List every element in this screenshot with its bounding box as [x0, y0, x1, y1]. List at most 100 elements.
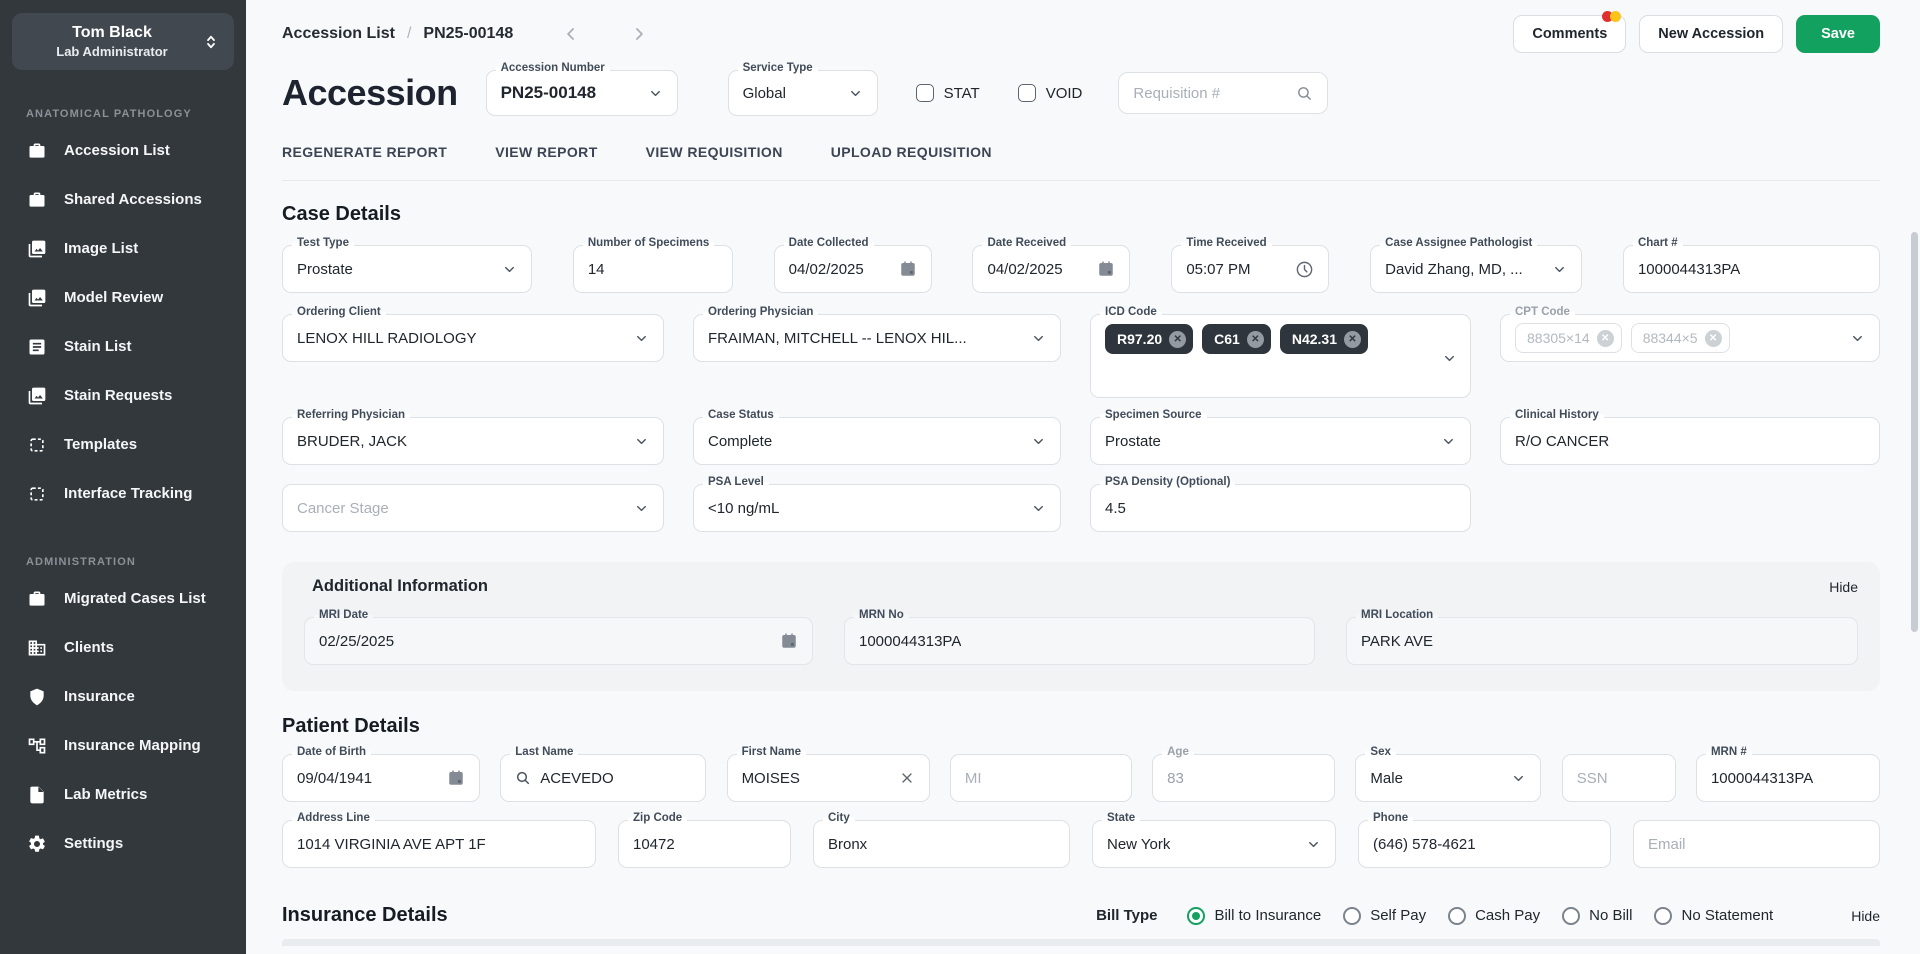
- icd-code-multiselect[interactable]: ICD Code R97.20 ✕ C61 ✕ N42.31 ✕: [1090, 306, 1471, 398]
- calendar-icon[interactable]: [447, 769, 465, 787]
- sidebar-item-clients[interactable]: Clients: [0, 623, 246, 672]
- checkbox-icon: [915, 84, 934, 102]
- cpt-code-multiselect[interactable]: CPT Code 88305×14 ✕ 88344×5 ✕: [1500, 306, 1880, 362]
- patient-details-row-1: Date of Birth 09/04/1941 Last Name ACEVE…: [282, 746, 1880, 802]
- remove-chip-icon[interactable]: ✕: [1169, 330, 1187, 348]
- clear-icon[interactable]: [899, 770, 915, 786]
- radio-bill-to-insurance[interactable]: Bill to Insurance: [1187, 906, 1321, 925]
- remove-chip-icon[interactable]: ✕: [1246, 330, 1264, 348]
- ssn-input[interactable]: SSN: [1561, 754, 1676, 802]
- file-text-icon: [26, 336, 47, 357]
- case-status-select[interactable]: Case Status Complete: [693, 409, 1061, 465]
- upload-requisition-link[interactable]: UPLOAD REQUISITION: [830, 144, 992, 160]
- sidebar-item-stain-list[interactable]: Stain List: [0, 322, 246, 371]
- dashed-square-icon: [26, 483, 47, 504]
- sidebar-item-stain-requests[interactable]: Stain Requests: [0, 371, 246, 420]
- sidebar-item-templates[interactable]: Templates: [0, 420, 246, 469]
- sidebar-item-insurance-mapping[interactable]: Insurance Mapping: [0, 721, 246, 770]
- cpt-chips: 88305×14 ✕ 88344×5 ✕: [1515, 323, 1730, 353]
- unfold-more-icon: [202, 33, 220, 51]
- shield-icon: [26, 686, 47, 707]
- sidebar-section-administration: ADMINISTRATION: [26, 556, 136, 568]
- radio-no-statement[interactable]: No Statement: [1654, 906, 1773, 925]
- additional-information-hide-link[interactable]: Hide: [1829, 578, 1858, 595]
- mri-date-input[interactable]: MRI Date 02/25/2025: [304, 609, 813, 665]
- prev-accession-button[interactable]: [561, 24, 581, 44]
- date-received-input[interactable]: Date Received 04/02/2025: [972, 237, 1131, 293]
- new-accession-button[interactable]: New Accession: [1639, 15, 1784, 53]
- state-select[interactable]: State New York: [1092, 812, 1336, 868]
- radio-icon: [1343, 906, 1362, 925]
- void-checkbox[interactable]: VOID: [1017, 84, 1082, 102]
- radio-cash-pay[interactable]: Cash Pay: [1448, 906, 1540, 925]
- sex-select[interactable]: Sex Male: [1355, 746, 1542, 802]
- time-received-input[interactable]: Time Received 05:07 PM: [1171, 237, 1330, 293]
- sidebar-item-shared-accessions[interactable]: Shared Accessions: [0, 175, 246, 224]
- city-input[interactable]: City Bronx: [813, 812, 1070, 868]
- date-of-birth-input[interactable]: Date of Birth 09/04/1941: [282, 746, 480, 802]
- ordering-physician-select[interactable]: Ordering Physician FRAIMAN, MITCHELL -- …: [693, 306, 1061, 362]
- mrn-no-input[interactable]: MRN No 1000044313PA: [844, 609, 1315, 665]
- service-type-select[interactable]: Service Type Global: [727, 62, 878, 116]
- chart-number-input[interactable]: Chart # 1000044313PA: [1622, 237, 1880, 293]
- zip-code-input[interactable]: Zip Code 10472: [618, 812, 791, 868]
- sidebar-item-migrated-cases-list[interactable]: Migrated Cases List: [0, 574, 246, 623]
- user-menu[interactable]: Tom Black Lab Administrator: [12, 13, 234, 70]
- stat-checkbox[interactable]: STAT: [915, 84, 980, 102]
- number-of-specimens-input[interactable]: Number of Specimens 14: [572, 237, 733, 293]
- insurance-details-header: Insurance Details Bill Type Bill to Insu…: [282, 904, 1880, 927]
- insurance-details-hide-link[interactable]: Hide: [1851, 907, 1880, 924]
- clinical-history-input[interactable]: Clinical History R/O CANCER: [1500, 409, 1880, 465]
- next-accession-button[interactable]: [629, 24, 649, 44]
- referring-physician-select[interactable]: Referring Physician BRUDER, JACK: [282, 409, 664, 465]
- sidebar-item-insurance[interactable]: Insurance: [0, 672, 246, 721]
- case-details-title: Case Details: [282, 203, 401, 225]
- sidebar-item-settings[interactable]: Settings: [0, 819, 246, 868]
- psa-density-input[interactable]: PSA Density (Optional) 4.5: [1090, 476, 1471, 532]
- mri-location-input[interactable]: MRI Location PARK AVE: [1346, 609, 1858, 665]
- date-collected-input[interactable]: Date Collected 04/02/2025: [773, 237, 932, 293]
- psa-level-select[interactable]: PSA Level <10 ng/mL: [693, 476, 1061, 532]
- regenerate-report-link[interactable]: REGENERATE REPORT: [282, 144, 448, 160]
- calendar-icon[interactable]: [780, 632, 798, 650]
- clock-icon[interactable]: [1295, 260, 1314, 279]
- briefcase-icon: [26, 588, 47, 609]
- requisition-search-input[interactable]: Requisition #: [1118, 72, 1329, 114]
- specimen-source-select[interactable]: Specimen Source Prostate: [1090, 409, 1471, 465]
- first-name-input[interactable]: First Name MOISES: [726, 746, 930, 802]
- sidebar-item-accession-list[interactable]: Accession List: [0, 126, 246, 175]
- case-assignee-pathologist-select[interactable]: Case Assignee Pathologist David Zhang, M…: [1370, 237, 1583, 293]
- chevron-down-icon: [634, 331, 649, 346]
- scrollbar-thumb[interactable]: [1911, 232, 1918, 632]
- sidebar-item-lab-metrics[interactable]: Lab Metrics: [0, 770, 246, 819]
- accession-number-select[interactable]: Accession Number PN25-00148: [485, 62, 678, 116]
- cancer-stage-select[interactable]: Cancer Stage: [282, 484, 664, 532]
- additional-information-fields: MRI Date 02/25/2025 MRN No 1000044313PA …: [304, 609, 1858, 665]
- email-input[interactable]: Email: [1633, 820, 1880, 868]
- calendar-icon[interactable]: [899, 260, 917, 278]
- icd-chip: R97.20 ✕: [1105, 324, 1194, 354]
- address-line-input[interactable]: Address Line 1014 VIRGINIA AVE APT 1F: [282, 812, 596, 868]
- breadcrumb-current: PN25-00148: [423, 25, 514, 42]
- sidebar-item-model-review[interactable]: Model Review: [0, 273, 246, 322]
- phone-input[interactable]: Phone (646) 578-4621: [1358, 812, 1611, 868]
- save-button[interactable]: Save: [1796, 15, 1880, 53]
- test-type-select[interactable]: Test Type Prostate: [282, 237, 532, 293]
- last-name-input[interactable]: Last Name ACEVEDO: [500, 746, 707, 802]
- view-requisition-link[interactable]: VIEW REQUISITION: [645, 144, 783, 160]
- mrn-number-input[interactable]: MRN # 1000044313PA: [1695, 746, 1880, 802]
- sidebar-item-interface-tracking[interactable]: Interface Tracking: [0, 469, 246, 518]
- radio-no-bill[interactable]: No Bill: [1562, 906, 1632, 925]
- view-report-link[interactable]: VIEW REPORT: [495, 144, 598, 160]
- comments-button[interactable]: Comments: [1513, 11, 1627, 53]
- breadcrumb-parent[interactable]: Accession List: [282, 25, 395, 42]
- radio-self-pay[interactable]: Self Pay: [1343, 906, 1426, 925]
- calendar-icon[interactable]: [1097, 260, 1115, 278]
- ordering-client-select[interactable]: Ordering Client LENOX HILL RADIOLOGY: [282, 306, 664, 362]
- mi-input[interactable]: MI: [949, 754, 1132, 802]
- accession-header: Accession Accession Number PN25-00148 Se…: [282, 62, 1880, 116]
- page-title: Accession: [282, 72, 458, 113]
- sidebar-item-image-list[interactable]: Image List: [0, 224, 246, 273]
- remove-chip-icon[interactable]: ✕: [1344, 330, 1361, 348]
